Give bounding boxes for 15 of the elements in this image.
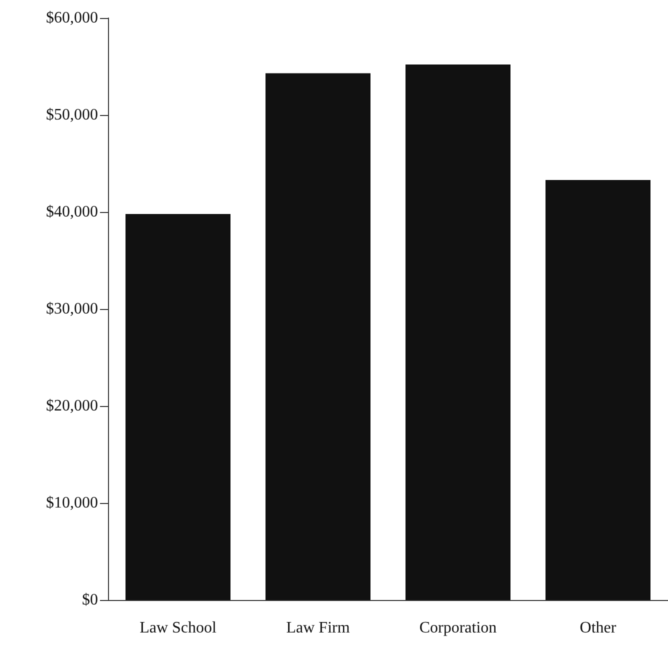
- y-tick-label: $40,000: [46, 204, 98, 220]
- x-tick-label: Other: [580, 620, 617, 636]
- bar: [406, 64, 510, 600]
- y-tick-label: $60,000: [46, 10, 98, 26]
- y-tick-label: $20,000: [46, 398, 98, 414]
- bar: [546, 180, 650, 600]
- x-tick-label: Law Firm: [286, 620, 350, 636]
- x-tick-label: Corporation: [419, 620, 497, 636]
- x-tick-label: Law School: [140, 620, 217, 636]
- y-tick-label: $30,000: [46, 300, 98, 318]
- bar: [126, 214, 230, 600]
- bar: [266, 73, 370, 600]
- y-tick-label: $0: [82, 592, 98, 608]
- y-tick-label: $10,000: [46, 494, 98, 512]
- y-tick-label: $50,000: [46, 106, 98, 124]
